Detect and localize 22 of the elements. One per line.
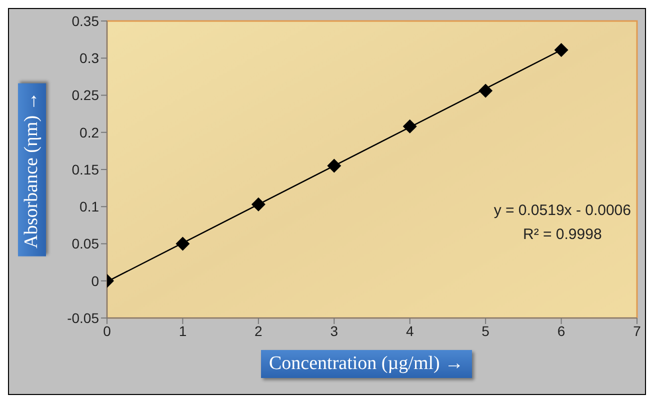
x-axis-title: Concentration (µg/ml) → (261, 350, 472, 378)
x-tick-label: 0 (103, 322, 112, 339)
y-axis-title: Absorbance (ηm) → (21, 91, 42, 248)
y-tick-label: 0.25 (72, 87, 100, 104)
x-tick-label: 6 (557, 322, 566, 339)
annotation: y = 0.0519x - 0.0006 (494, 201, 631, 221)
x-tick-label: 4 (406, 322, 414, 339)
x-tick-label: 1 (178, 322, 187, 339)
y-tick-label: 0.15 (72, 161, 100, 178)
point (554, 42, 568, 57)
x-tick-label: 3 (330, 322, 338, 339)
annotation: R² = 0.9998 (522, 225, 603, 245)
x-tick-label: 2 (254, 322, 263, 339)
y-tick-label: 0.2 (80, 124, 100, 140)
y-tick-label: 0.1 (80, 198, 100, 215)
y-tick-label: 0.35 (72, 12, 100, 29)
y-tick-label: -0.05 (67, 310, 100, 326)
x-tick-label: 7 (633, 322, 642, 339)
y-tick-label: 0 (91, 272, 100, 289)
y-tick-label: 0.05 (72, 236, 100, 252)
y-tick-label: 0.3 (80, 50, 100, 66)
x-tick-label: 5 (482, 322, 490, 339)
